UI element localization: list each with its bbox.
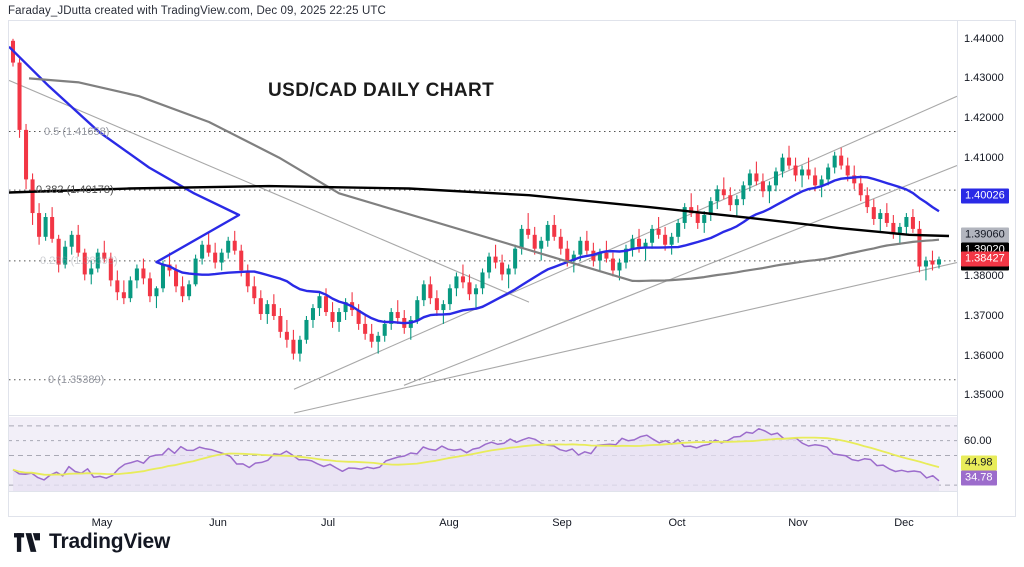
time-axis-label: Sep bbox=[552, 517, 572, 529]
pane-separator bbox=[9, 415, 957, 416]
rsi-ma-badge[interactable]: 44.98 bbox=[961, 455, 997, 471]
fib-0-label: 0 (1.35389) bbox=[48, 373, 105, 386]
rsi-plot bbox=[9, 425, 957, 491]
price-axis-separator bbox=[957, 21, 958, 516]
price-axis-label: 1.42000 bbox=[964, 112, 1004, 124]
price-axis-label: 1.41000 bbox=[964, 151, 1004, 164]
last-price-badge[interactable]: 1.38427 bbox=[961, 251, 1009, 267]
fib-0-382-label: 0.382 (1.40178) bbox=[36, 184, 114, 197]
tradingview-logo-icon bbox=[14, 532, 40, 552]
time-axis-label: Oct bbox=[668, 517, 686, 529]
time-axis-label: Aug bbox=[439, 517, 459, 529]
attribution-text: Faraday_JDutta created with TradingView.… bbox=[8, 5, 386, 17]
price-axis-label: 1.38000 bbox=[964, 270, 1004, 283]
ma-blue-price-badge[interactable]: 1.40026 bbox=[961, 188, 1009, 204]
chart-frame: 1.440001.430001.420001.410001.400001.390… bbox=[8, 20, 1016, 517]
rsi-pane[interactable] bbox=[9, 417, 957, 491]
rsi-bottom-separator bbox=[9, 491, 957, 492]
price-axis-label: 1.43000 bbox=[964, 72, 1004, 85]
time-axis-label: May bbox=[91, 517, 113, 529]
price-axis-label: 1.44000 bbox=[964, 32, 1004, 45]
price-axis[interactable]: 1.440001.430001.420001.410001.400001.390… bbox=[958, 21, 1016, 516]
time-axis-label: Dec bbox=[894, 517, 914, 529]
price-plot bbox=[9, 38, 957, 414]
price-axis-label: 1.36000 bbox=[964, 349, 1004, 362]
ma-gray-price-badge[interactable]: 1.39060 bbox=[961, 227, 1009, 243]
fib-0-236-label: 0.236 (1.38393) bbox=[40, 254, 118, 267]
price-axis-label: 1.35000 bbox=[964, 389, 1004, 402]
price-pane[interactable] bbox=[9, 21, 957, 415]
fib-0-5-label: 0.5 (1.41658) bbox=[44, 125, 110, 138]
price-axis-label: 1.37000 bbox=[964, 310, 1004, 322]
time-axis-label: Nov bbox=[788, 517, 808, 529]
time-axis-label: Jul bbox=[320, 517, 336, 529]
chart-title: USD/CAD DAILY CHART bbox=[268, 80, 495, 101]
time-axis: May Jun Jul Aug Sep Oct Nov Dec bbox=[8, 517, 1016, 537]
tradingview-logo-text: TradingView bbox=[49, 530, 171, 553]
rsi-value-badge[interactable]: 34.78 bbox=[961, 470, 997, 486]
time-axis-label: Jun bbox=[209, 517, 227, 529]
tradingview-logo[interactable]: TradingView bbox=[14, 530, 170, 554]
rsi-axis-label: 60.00 bbox=[964, 434, 992, 447]
